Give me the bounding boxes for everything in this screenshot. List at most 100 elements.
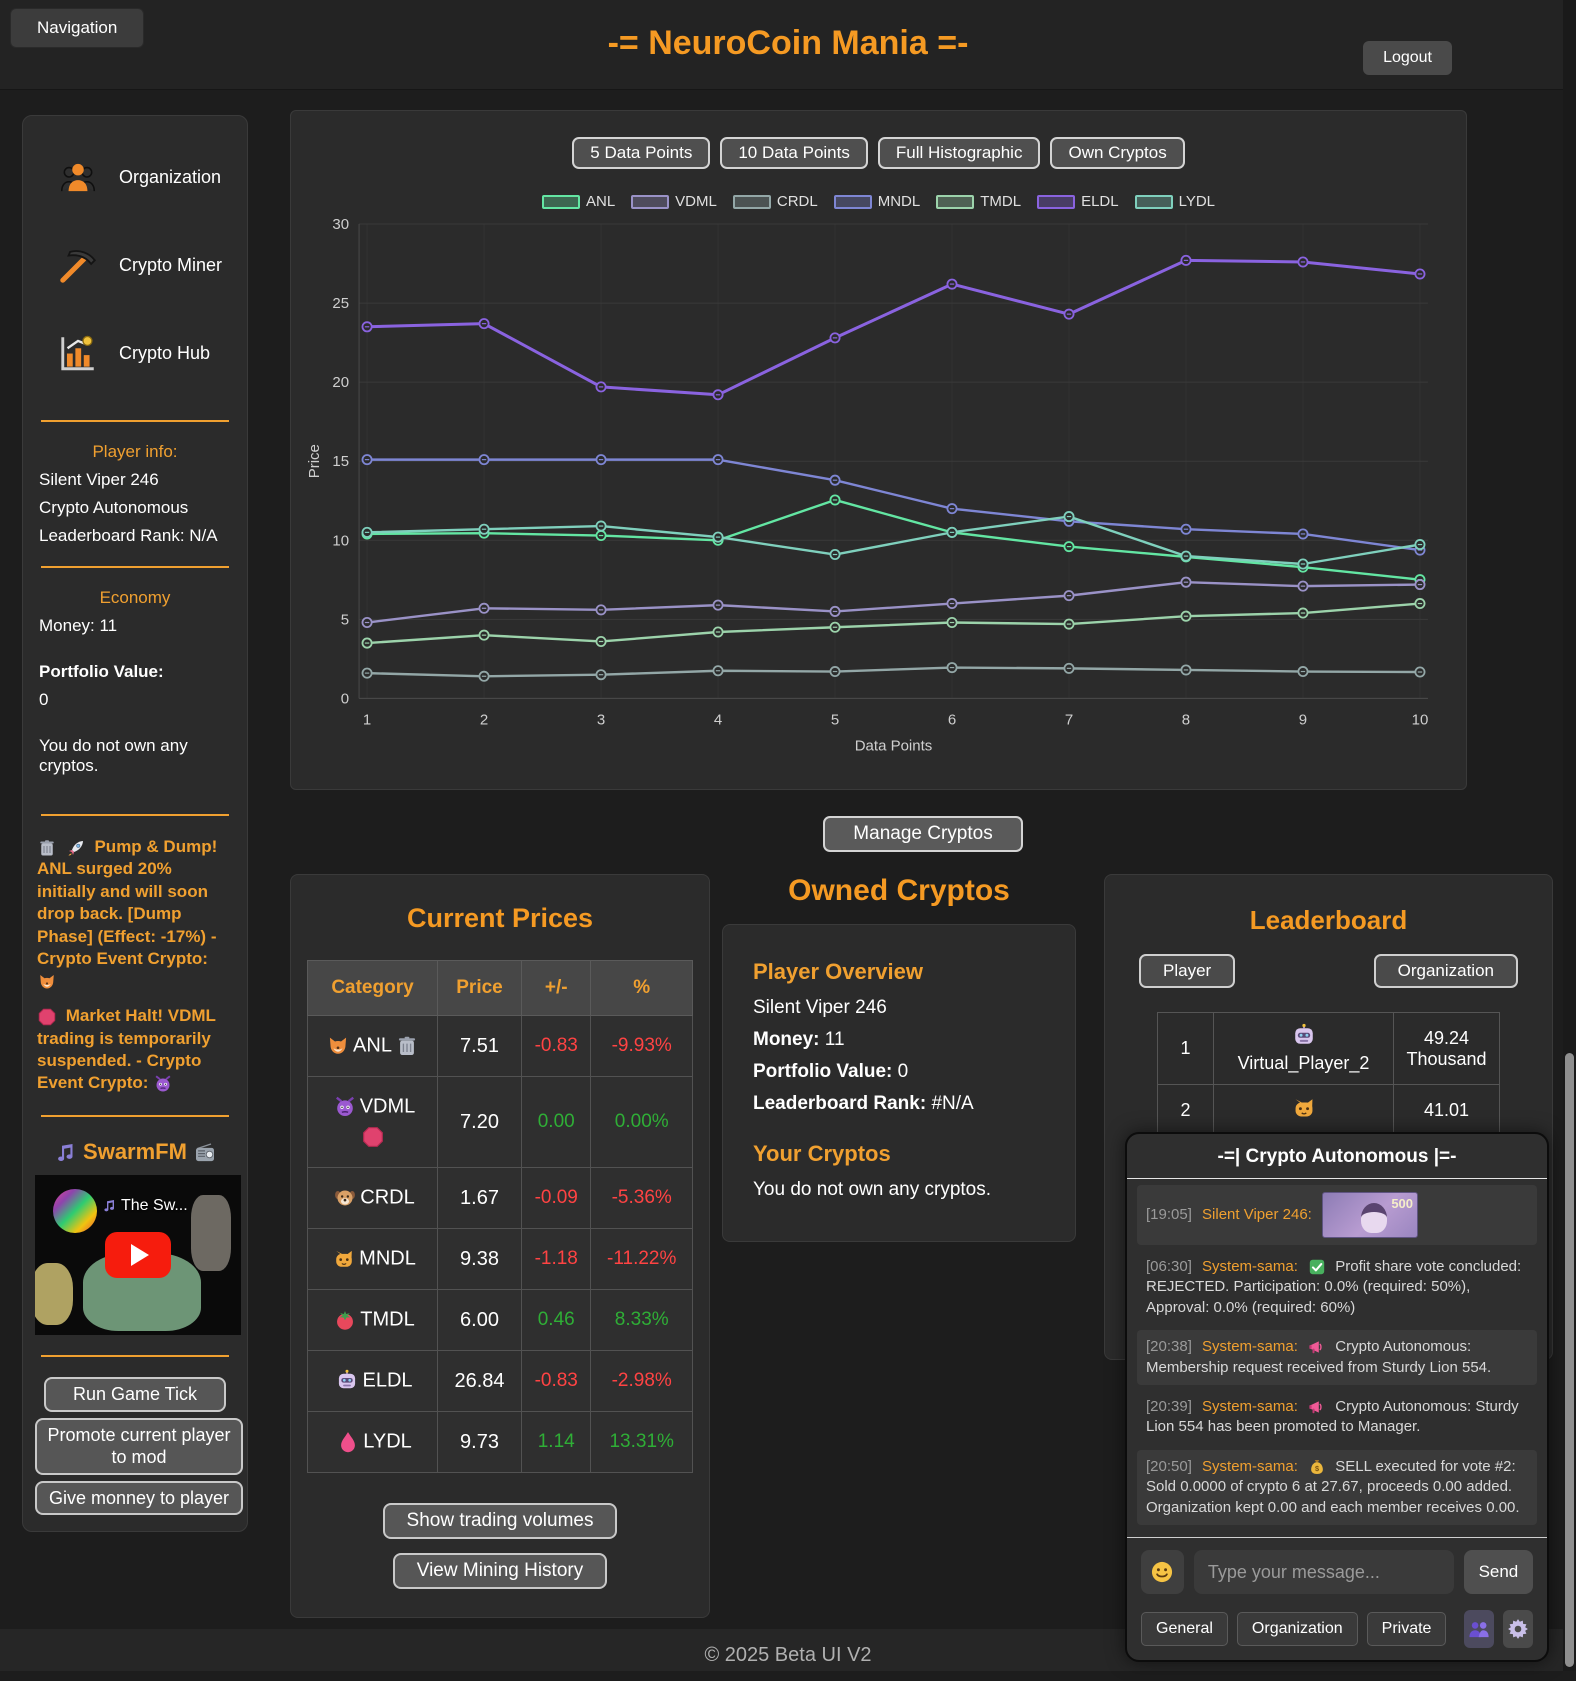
promote-player-button[interactable]: Promote current player to mod [35, 1417, 243, 1475]
youtube-play-button[interactable] [105, 1232, 171, 1278]
message-time: [06:30] [1146, 1258, 1192, 1275]
no-cryptos-text: You do not own any cryptos. [39, 736, 188, 775]
rank-cell: 1 [1157, 1012, 1214, 1085]
table-row-lydl[interactable]: LYDL 9.73 1.14 13.31% [307, 1411, 693, 1473]
channel-avatar[interactable] [53, 1189, 97, 1233]
svg-text:3: 3 [597, 711, 605, 728]
event-text: Market Halt! VDML trading is temporarily… [37, 1006, 216, 1093]
percent-cell: 13.31% [590, 1411, 693, 1473]
divider [41, 1114, 229, 1117]
devil-icon [153, 1074, 173, 1094]
swarmfm-title: SwarmFM [83, 1138, 187, 1164]
svg-text:2: 2 [480, 711, 488, 728]
table-row-vdml[interactable]: VDML 7.20 0.00 0.00% [307, 1076, 693, 1168]
sidebar-item-label: Crypto Miner [119, 254, 223, 275]
legend-item-tmdl[interactable]: TMDL [936, 193, 1021, 210]
legend-swatch [732, 194, 771, 209]
percent-cell: 8.33% [590, 1289, 693, 1351]
crypto-name: TMDL [360, 1308, 415, 1331]
devil-icon [333, 1095, 357, 1119]
change-cell: -1.18 [520, 1228, 592, 1290]
fox-icon [37, 972, 57, 992]
chat-messages[interactable]: [19:05] Silent Viper 246: 500 [06:30] Sy… [1127, 1179, 1547, 1538]
player-name: Silent Viper 246 [39, 470, 159, 489]
navigation-button[interactable]: Navigation [10, 8, 145, 48]
view-mining-history-button[interactable]: View Mining History [392, 1553, 608, 1589]
manage-cryptos-button[interactable]: Manage Cryptos [823, 816, 1023, 852]
chat-message-input[interactable] [1193, 1550, 1454, 1594]
legend-item-anl[interactable]: ANL [541, 193, 615, 210]
economy-heading: Economy [99, 588, 171, 607]
tab-player[interactable]: Player [1139, 954, 1236, 988]
svg-text:4: 4 [714, 711, 722, 728]
youtube-video-embed[interactable]: The Sw... [35, 1175, 241, 1335]
column-header-change: +/- [520, 960, 592, 1016]
rank-label: Leaderboard Rank: [753, 1093, 927, 1114]
legend-swatch [541, 194, 580, 209]
legend-item-vdml[interactable]: VDML [631, 193, 717, 210]
change-cell: -0.09 [520, 1167, 592, 1229]
legend-item-lydl[interactable]: LYDL [1134, 193, 1215, 210]
send-button[interactable]: Send [1463, 1550, 1533, 1594]
chat-settings-button[interactable] [1503, 1610, 1533, 1648]
chart-hub-icon [57, 332, 99, 374]
run-game-tick-button[interactable]: Run Game Tick [44, 1377, 226, 1412]
legend-item-mndl[interactable]: MNDL [833, 193, 920, 210]
legend-item-crdl[interactable]: CRDL [732, 193, 818, 210]
scrollbar-thumb[interactable] [1565, 1052, 1574, 1667]
logout-button[interactable]: Logout [1363, 41, 1452, 75]
rank-cell: 2 [1157, 1084, 1214, 1136]
own-cryptos-button[interactable]: Own Cryptos [1050, 137, 1185, 169]
portfolio-value: 0 [39, 690, 49, 709]
trash-icon [37, 838, 57, 858]
table-row-tmdl[interactable]: TMDL 6.00 0.46 8.33% [307, 1289, 693, 1351]
range-10-data-points-button[interactable]: 10 Data Points [720, 137, 868, 169]
video-title[interactable]: The Sw... [101, 1197, 188, 1215]
give-money-button[interactable]: Give monney to player [35, 1480, 243, 1515]
table-row-eldl[interactable]: ELDL 26.84 -0.83 -2.98% [307, 1350, 693, 1412]
emoji-picker-button[interactable] [1141, 1550, 1184, 1594]
chat-message: [19:05] Silent Viper 246: 500 [1137, 1185, 1537, 1245]
leaderboard-row-2[interactable]: 2 41.01 [1157, 1084, 1500, 1136]
chat-window: -=| Crypto Autonomous |=- [19:05] Silent… [1125, 1132, 1549, 1662]
table-row-crdl[interactable]: CRDL 1.67 -0.09 -5.36% [307, 1167, 693, 1229]
legend-swatch [936, 194, 975, 209]
chat-title: -=| Crypto Autonomous |=- [1127, 1134, 1547, 1179]
event-pump-dump: Pump & Dump! ANL surged 20% initially an… [37, 836, 233, 993]
stop-icon [37, 1007, 57, 1027]
sidebar-item-crypto-miner[interactable]: Crypto Miner [35, 244, 235, 286]
sidebar-item-organization[interactable]: Organization [35, 156, 235, 198]
page-scrollbar[interactable] [1563, 0, 1576, 1671]
svg-text:Data Points: Data Points [855, 737, 933, 754]
members-button[interactable] [1464, 1610, 1495, 1648]
svg-text:7: 7 [1065, 711, 1073, 728]
your-cryptos-heading: Your Cryptos [753, 1141, 891, 1166]
price-line-chart: 1 2 3 4 5 6 7 8 9 10 0 5 10 15 20 25 30 Price Data Points [306, 216, 1429, 754]
sidebar: Organization Crypto Miner Crypto Hub Pla… [22, 115, 248, 1532]
svg-text:10: 10 [1412, 711, 1429, 728]
video-thumbnail-figure [35, 1263, 73, 1325]
chat-tab-organization[interactable]: Organization [1236, 1612, 1358, 1646]
table-row-mndl[interactable]: MNDL 9.38 -1.18 -11.22% [307, 1228, 693, 1290]
chat-tab-general[interactable]: General [1141, 1612, 1228, 1646]
player-overview-card: Player Overview Silent Viper 246 Money: … [722, 924, 1076, 1242]
svg-text:0: 0 [341, 690, 349, 707]
sidebar-item-crypto-hub[interactable]: Crypto Hub [35, 332, 235, 374]
tab-organization[interactable]: Organization [1373, 954, 1518, 988]
legend-label: ELDL [1081, 193, 1119, 210]
robot-icon [335, 1369, 359, 1393]
leaderboard-row-1[interactable]: 1 Virtual_Player_2 49.24 Thousand [1157, 1012, 1500, 1085]
show-trading-volumes-button[interactable]: Show trading volumes [382, 1503, 618, 1539]
radio-icon [193, 1141, 217, 1165]
full-histographic-button[interactable]: Full Histographic [877, 137, 1041, 169]
chat-tab-private[interactable]: Private [1366, 1612, 1447, 1646]
price-cell: 9.38 [437, 1228, 522, 1290]
range-5-data-points-button[interactable]: 5 Data Points [572, 137, 711, 169]
chat-message: [20:39] System-sama: Crypto Autonomous: … [1137, 1390, 1537, 1445]
music-note-icon [101, 1198, 117, 1214]
table-row-anl[interactable]: ANL 7.51 -0.83 -9.93% [307, 1015, 693, 1077]
percent-cell: 0.00% [590, 1076, 693, 1168]
legend-swatch [1037, 194, 1076, 209]
divider [41, 566, 229, 568]
legend-item-eldl[interactable]: ELDL [1037, 193, 1119, 210]
